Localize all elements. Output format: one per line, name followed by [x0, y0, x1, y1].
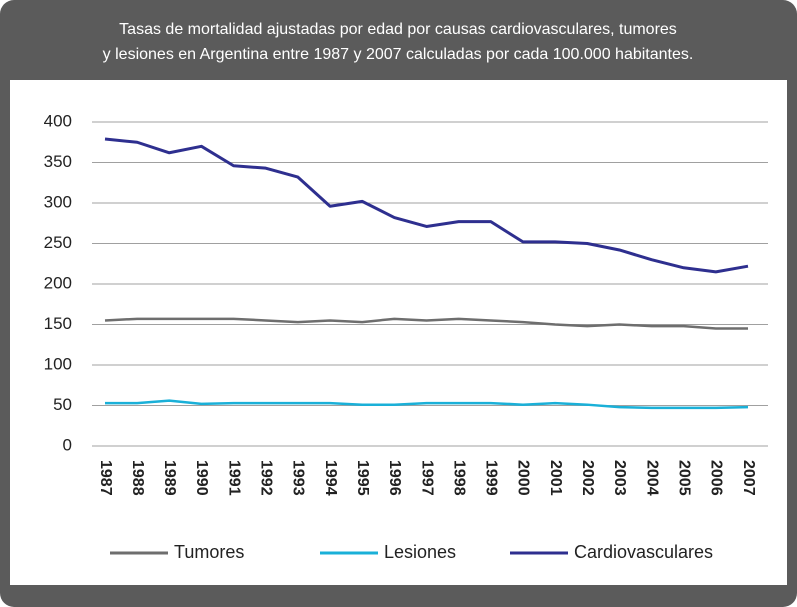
- series-line: [105, 399, 749, 410]
- x-tick-label: 2005: [675, 460, 692, 496]
- chart-title: Tasas de mortalidad ajustadas por edad p…: [119, 21, 677, 38]
- x-tick-label: 1994: [322, 460, 339, 496]
- x-tick-label: 1990: [193, 460, 210, 496]
- y-tick-label: 50: [53, 395, 72, 414]
- x-tick-label: 2000: [515, 460, 532, 496]
- legend-label: Cardiovasculares: [574, 542, 713, 562]
- legend-label: Tumores: [174, 542, 244, 562]
- x-tick-label: 1989: [161, 460, 178, 496]
- chart-title: y lesiones en Argentina entre 1987 y 200…: [103, 46, 694, 63]
- x-tick-label: 2002: [579, 460, 596, 496]
- x-tick-label: 1996: [386, 460, 403, 496]
- x-tick-label: 2007: [740, 460, 757, 496]
- x-tick-label: 2001: [547, 460, 564, 496]
- x-tick-label: 1997: [418, 460, 435, 496]
- y-tick-label: 0: [63, 435, 72, 454]
- y-tick-label: 150: [44, 314, 72, 333]
- y-tick-label: 350: [44, 152, 72, 171]
- series-line: [104, 317, 748, 330]
- x-tick-label: 2004: [643, 460, 660, 496]
- y-tick-label: 200: [44, 273, 72, 292]
- legend-label: Lesiones: [384, 542, 456, 562]
- series-line: [104, 137, 749, 274]
- y-tick-label: 100: [44, 354, 72, 373]
- x-tick-label: 1999: [483, 460, 500, 496]
- x-tick-label: 2003: [611, 460, 628, 496]
- x-tick-label: 1995: [354, 460, 371, 496]
- x-tick-label: 1992: [258, 460, 275, 496]
- x-tick-label: 1991: [225, 460, 242, 496]
- y-tick-label: 250: [44, 233, 72, 252]
- x-tick-label: 1998: [450, 460, 467, 496]
- y-tick-label: 400: [44, 111, 72, 130]
- x-tick-label: 1987: [97, 460, 114, 496]
- y-tick-label: 300: [44, 192, 72, 211]
- x-tick-label: 1988: [129, 460, 146, 496]
- x-tick-label: 1993: [290, 460, 307, 496]
- x-tick-label: 2006: [708, 460, 725, 496]
- plot-panel: [10, 80, 787, 585]
